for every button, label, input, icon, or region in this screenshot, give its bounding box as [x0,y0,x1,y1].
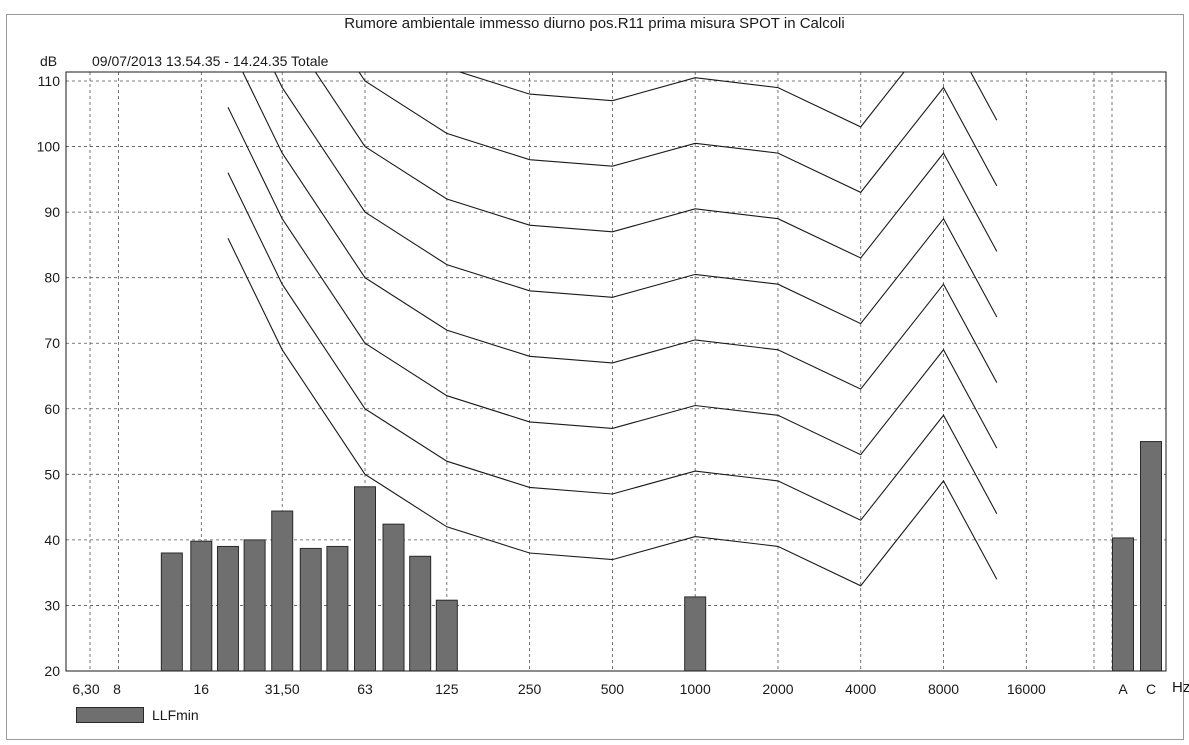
bar-band-125 [435,599,458,672]
y-tick-label: 110 [38,73,61,89]
y-tick-label: 20 [44,663,60,679]
bar-band-1000 [684,596,707,672]
iso-curve [227,238,998,587]
x-tick-label: 16 [194,681,210,697]
y-tick-label: 70 [44,335,60,351]
iso-curve [227,106,998,456]
x-tick-label: 6,30 [72,681,99,697]
bar-band-100 [409,555,432,672]
x-tick-label: 125 [435,681,459,697]
bar-band-25 [243,539,266,672]
y-tick-label: 100 [37,139,61,155]
y-tick-label: 90 [44,204,60,220]
y-tick-label: 80 [44,270,60,286]
iso-curve [242,72,998,390]
bar-band-20 [216,545,239,672]
iso-curve [274,72,998,325]
x-tick-label: A [1118,681,1128,697]
x-tick-label: 2000 [762,681,793,697]
x-tick-label: 8000 [928,681,959,697]
bar-total-C [1140,441,1162,672]
plot-area-border [65,71,1167,672]
bar-band-40 [299,547,322,672]
x-tick-label: 31,50 [265,681,300,697]
y-axis-unit-label: dB [40,53,58,69]
x-tick-label: 8 [113,681,121,697]
chart-frame [6,14,1184,740]
chart-title: Rumore ambientale immesso diurno pos.R11… [344,15,845,32]
iso-curve [457,72,998,128]
bar-band-50 [326,545,349,672]
bar-band-63 [354,486,376,672]
x-tick-label: 250 [518,681,542,697]
legend: LLFmin [76,706,199,724]
iso-curve [314,72,998,259]
x-tick-label: C [1146,681,1156,697]
iso-curve [227,172,998,521]
y-tick-label: 50 [44,466,60,482]
x-tick-label: 1000 [680,681,711,697]
y-tick-label: 60 [44,401,60,417]
x-tick-label: 4000 [845,681,876,697]
iso-curve [358,72,998,194]
bar-band-16 [190,540,213,672]
y-tick-label: 40 [44,532,60,548]
bar-band-12.5 [160,552,183,672]
x-axis-unit-label: Hz [1172,679,1189,696]
x-tick-label: 63 [357,681,373,697]
y-tick-label: 30 [44,597,60,613]
legend-label: LLFmin [152,707,199,723]
x-tick-label: 500 [601,681,625,697]
chart-subtitle: 09/07/2013 13.54.35 - 14.24.35 Totale [92,53,329,69]
iso-curve [228,0,997,61]
bar-total-A [1112,537,1134,672]
bar-band-31.5 [271,510,294,672]
bar-band-80 [382,523,405,672]
legend-swatch [76,707,144,723]
x-tick-label: 16000 [1007,681,1046,697]
